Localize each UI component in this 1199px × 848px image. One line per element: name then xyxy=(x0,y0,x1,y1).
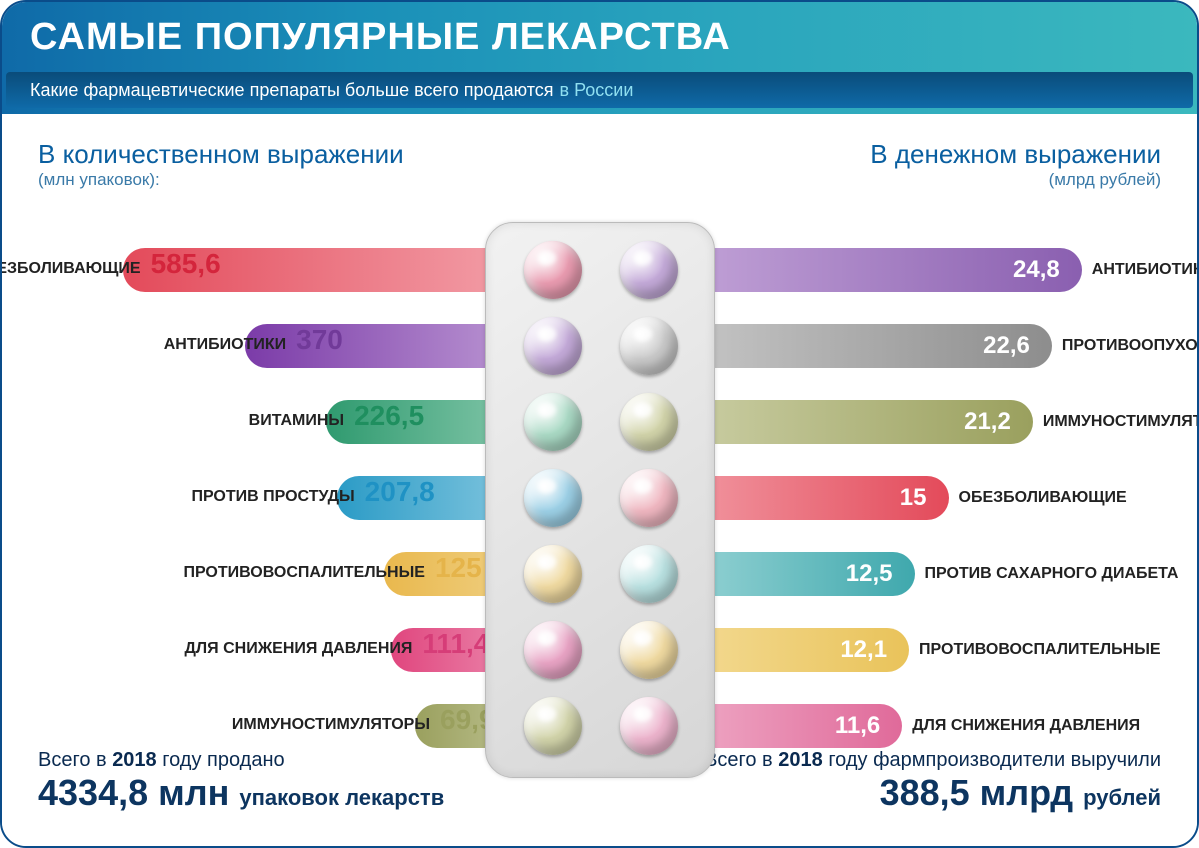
pill-icon xyxy=(524,241,582,299)
infographic-frame: САМЫЕ ПОПУЛЯРНЫЕ ЛЕКАРСТВА Какие фармаце… xyxy=(0,0,1199,848)
left-label: ДЛЯ СНИЖЕНИЯ ДАВЛЕНИЯ 111,4 xyxy=(185,628,490,672)
pill-icon xyxy=(524,697,582,755)
footer-right-year: 2018 xyxy=(778,749,823,771)
blister-pack xyxy=(485,222,715,778)
left-label: ИММУНОСТИМУЛЯТОРЫ69,9 xyxy=(232,704,495,748)
right-column-sub: (млрд рублей) xyxy=(621,171,1161,190)
right-value-badge: 22,6 xyxy=(983,332,1042,360)
right-category-label: ПРОТИВОВОСПАЛИТЕЛЬНЫЕ xyxy=(919,628,1160,672)
pill-icon xyxy=(620,241,678,299)
subtitle-text: Какие фармацевтические препараты больше … xyxy=(30,80,554,101)
left-label: ОБЕЗБОЛИВАЮЩИЕ 585,6 xyxy=(0,248,221,292)
left-value: 226,5 xyxy=(354,400,424,432)
right-value-badge: 15 xyxy=(900,484,939,512)
right-value-badge: 12,5 xyxy=(846,560,905,588)
footer-right-big: 388,5 млрд xyxy=(880,772,1074,813)
left-label: ВИТАМИНЫ 226,5 xyxy=(249,400,425,444)
right-column-title: В денежном выражении xyxy=(870,139,1161,169)
right-value-badge: 21,2 xyxy=(964,408,1023,436)
right-value-badge: 24,8 xyxy=(1013,256,1072,284)
right-category-label: ДЛЯ СНИЖЕНИЯ ДАВЛЕНИЯ xyxy=(912,704,1140,748)
footer-left-year: 2018 xyxy=(112,749,157,771)
left-category-label: ОБЕЗБОЛИВАЮЩИЕ xyxy=(0,260,141,278)
pill-icon xyxy=(524,469,582,527)
left-value: 370 xyxy=(296,324,343,356)
left-category-label: ДЛЯ СНИЖЕНИЯ ДАВЛЕНИЯ xyxy=(185,640,413,658)
footer-left-line1: Всего в 2018 году продано xyxy=(38,749,444,772)
footer-right: Всего в 2018 году фармпроизводители выру… xyxy=(704,749,1161,814)
pill-icon xyxy=(620,545,678,603)
pill-icon xyxy=(620,317,678,375)
left-category-label: ПРОТИВОВОСПАЛИТЕЛЬНЫЕ xyxy=(183,564,424,582)
left-value: 207,8 xyxy=(365,476,435,508)
subtitle-bar: Какие фармацевтические препараты больше … xyxy=(6,72,1193,108)
left-value: 111,4 xyxy=(422,628,489,660)
left-column-sub: (млн упаковок): xyxy=(38,171,578,190)
left-column-heading: В количественном выражении (млн упаковок… xyxy=(38,140,578,189)
left-column-title: В количественном выражении xyxy=(38,139,404,169)
header: САМЫЕ ПОПУЛЯРНЫЕ ЛЕКАРСТВА Какие фармаце… xyxy=(2,2,1197,114)
right-value-badge: 12,1 xyxy=(840,636,899,664)
pill-icon xyxy=(524,545,582,603)
pill-icon xyxy=(620,469,678,527)
right-category-label: ИММУНОСТИМУЛЯТОРЫ xyxy=(1043,400,1199,444)
footer-right-unit: рублей xyxy=(1083,785,1161,810)
left-label: АНТИБИОТИКИ 370 xyxy=(164,324,343,368)
pill-icon xyxy=(524,621,582,679)
left-category-label: АНТИБИОТИКИ xyxy=(164,336,286,354)
pill-icon xyxy=(620,697,678,755)
footer-right-line2: 388,5 млрд рублей xyxy=(704,772,1161,814)
right-value-badge: 11,6 xyxy=(835,712,892,740)
right-category-label: ПРОТИВООПУХОЛЕВЫЕ xyxy=(1062,324,1199,368)
main-title: САМЫЕ ПОПУЛЯРНЫЕ ЛЕКАРСТВА xyxy=(30,16,1169,59)
right-category-label: АНТИБИОТИКИ xyxy=(1092,248,1199,292)
left-value: 125 xyxy=(435,552,482,584)
left-value: 585,6 xyxy=(151,248,221,280)
pill-icon xyxy=(620,621,678,679)
pill-icon xyxy=(524,393,582,451)
body: В количественном выражении (млн упаковок… xyxy=(2,114,1197,848)
pill-icon xyxy=(524,317,582,375)
left-category-label: ПРОТИВ ПРОСТУДЫ xyxy=(191,488,354,506)
right-column-heading: В денежном выражении (млрд рублей) xyxy=(621,140,1161,189)
left-label: ПРОТИВ ПРОСТУДЫ 207,8 xyxy=(191,476,434,520)
right-category-label: ПРОТИВ САХАРНОГО ДИАБЕТА xyxy=(925,552,1179,596)
right-category-label: ОБЕЗБОЛИВАЮЩИЕ xyxy=(959,476,1127,520)
footer-left-big: 4334,8 млн xyxy=(38,772,229,813)
left-label: ПРОТИВОВОСПАЛИТЕЛЬНЫЕ 125 xyxy=(183,552,481,596)
subtitle-tail: в России xyxy=(560,80,634,101)
left-category-label: ВИТАМИНЫ xyxy=(249,412,344,430)
footer-right-line1: Всего в 2018 году фармпроизводители выру… xyxy=(704,749,1161,772)
footer-left-post: году продано xyxy=(162,749,284,771)
footer-right-post: году фармпроизводители выручили xyxy=(828,749,1161,771)
footer-left: Всего в 2018 году продано 4334,8 млн упа… xyxy=(38,749,444,814)
footer-left-pre: Всего в xyxy=(38,749,107,771)
pill-icon xyxy=(620,393,678,451)
footer-left-unit: упаковок лекарств xyxy=(239,785,444,810)
left-category-label: ИММУНОСТИМУЛЯТОРЫ xyxy=(232,716,430,734)
footer-left-line2: 4334,8 млн упаковок лекарств xyxy=(38,772,444,814)
